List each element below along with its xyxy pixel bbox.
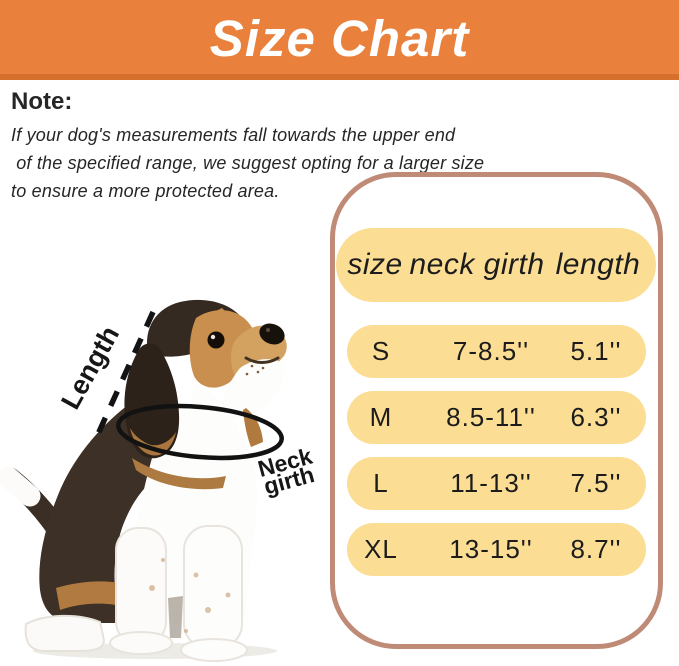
cell-length: 8.7'' [570, 534, 622, 564]
dog-eye [207, 331, 225, 349]
dog-tail-tip [0, 466, 41, 507]
dog-chin [222, 359, 285, 419]
dog-front-paw-left [109, 631, 173, 655]
header-banner: Size Chart [0, 0, 679, 80]
col-header-neck-girth: neck girth [409, 248, 545, 281]
table-row-l: L 11-13'' 7.5'' [347, 457, 646, 510]
cell-length: 5.1'' [570, 336, 622, 366]
dog-front-leg-right [183, 525, 243, 649]
dog-throat [190, 382, 240, 461]
eye-glint [210, 334, 216, 340]
cell-size: XL [364, 534, 398, 564]
table-row-m: M 8.5-11'' 6.3'' [347, 391, 646, 444]
col-header-size: size [347, 248, 403, 281]
dog-front-paw-right [180, 638, 248, 662]
neck-girth-ellipse [116, 403, 284, 461]
cell-neck-girth: 8.5-11'' [446, 402, 536, 432]
note-line-1: If your dog's measurements fall towards … [11, 125, 456, 145]
neck-tan-edge [132, 458, 226, 490]
dog-nose [259, 323, 285, 345]
note-label: Note: [11, 88, 73, 115]
table-row-s: S 7-8.5'' 5.1'' [347, 325, 646, 378]
dog-blaze [214, 308, 243, 344]
cell-size: M [369, 402, 393, 432]
dog-rump-tan-patch [56, 581, 132, 610]
dog-front-leg-left [115, 527, 167, 645]
length-dashed-line [91, 310, 156, 445]
page-title: Size Chart [209, 9, 470, 67]
dog-ear [124, 343, 180, 459]
cell-neck-girth: 13-15'' [449, 534, 533, 564]
cell-size: L [373, 468, 389, 498]
table-row-xl: XL 13-15'' 8.7'' [347, 523, 646, 576]
dog-ear-tip [130, 428, 176, 456]
cell-length: 6.3'' [570, 402, 622, 432]
leg-gap-shadow [168, 596, 183, 638]
muzzle-speckles [245, 364, 265, 376]
note-line-3: to ensure a more protected area. [11, 181, 280, 201]
dog-measurement-diagram: Length Neck girth [0, 290, 330, 666]
cell-neck-girth: 11-13'' [450, 468, 532, 498]
cell-size: S [371, 336, 391, 366]
cell-neck-girth: 7-8.5'' [452, 336, 530, 366]
dog-illustration: Length Neck girth [0, 299, 317, 662]
cell-length: 7.5'' [570, 468, 622, 498]
size-table-panel: size neck girth length S 7-8.5'' 5.1'' M… [330, 172, 663, 649]
fur-speckles [149, 558, 231, 633]
note-line-2: of the specified range, we suggest optin… [11, 153, 485, 173]
table-header-row: size neck girth length [336, 228, 656, 302]
dog-mouth-line [244, 356, 280, 364]
dog-hind-paw [24, 614, 106, 652]
col-header-length: length [555, 248, 641, 281]
nose-highlight [266, 328, 270, 332]
note-section: Note: If your dog's measurements fall to… [11, 88, 491, 205]
